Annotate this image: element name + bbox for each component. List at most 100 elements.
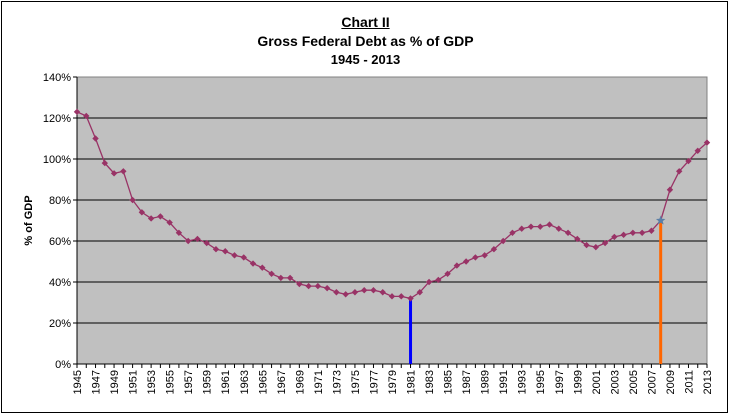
data-point-1946 (83, 112, 90, 120)
data-point-1956 (175, 229, 183, 236)
data-point-2001 (592, 243, 600, 251)
x-tick-label: 1949 (109, 370, 121, 394)
data-point-1995 (537, 223, 544, 230)
x-tick-label: 2011 (683, 370, 695, 394)
data-point-2002 (601, 239, 609, 247)
x-tick-label: 1981 (406, 370, 418, 394)
x-tick-label: 1977 (368, 370, 380, 394)
data-point-1955 (166, 219, 173, 226)
x-tick-label: 1975 (350, 370, 362, 394)
data-point-1959 (203, 239, 210, 247)
x-tick-label: 1957 (183, 370, 195, 394)
x-tick-label: 1989 (480, 370, 492, 394)
data-point-1984 (435, 276, 442, 284)
data-point-1983 (425, 278, 433, 286)
data-point-1951 (129, 196, 136, 204)
data-point-1996 (546, 221, 553, 228)
x-tick-label: 1951 (128, 370, 140, 394)
data-point-1961 (222, 248, 229, 255)
y-tick-label: 0% (55, 359, 71, 371)
x-tick-label: 1971 (313, 370, 325, 394)
x-tick-label: 1997 (554, 370, 566, 394)
data-point-1999 (574, 235, 581, 243)
data-point-1991 (499, 237, 507, 245)
data-point-1978 (379, 289, 386, 296)
x-tick-label: 1985 (443, 370, 455, 394)
x-tick-label: 1993 (517, 370, 529, 394)
data-point-1968 (286, 274, 294, 282)
data-point-1985 (444, 270, 451, 277)
y-tick-label: 20% (49, 318, 71, 330)
y-tick-label: 140% (43, 72, 71, 84)
data-point-1980 (398, 293, 405, 300)
data-point-1989 (481, 252, 488, 259)
x-tick-label: 1987 (461, 370, 473, 394)
data-point-1952 (138, 209, 146, 216)
data-point-2004 (620, 231, 627, 239)
data-point-1953 (147, 215, 155, 222)
x-tick-label: 1991 (498, 370, 510, 394)
data-point-1993 (518, 225, 525, 232)
x-tick-label: 1955 (165, 370, 177, 394)
data-point-1969 (296, 280, 303, 288)
y-tick-label: 100% (43, 154, 71, 166)
data-point-1972 (323, 284, 331, 292)
x-tick-label: 1983 (424, 370, 436, 394)
data-point-1997 (555, 225, 562, 232)
data-point-1957 (184, 237, 192, 245)
data-point-1990 (490, 246, 498, 253)
data-point-1962 (231, 252, 238, 259)
data-point-1963 (240, 254, 247, 261)
data-point-1967 (277, 274, 285, 282)
x-tick-label: 1969 (294, 370, 306, 394)
x-tick-label: 1945 (72, 370, 84, 394)
data-point-1979 (388, 293, 396, 300)
x-tick-label: 1995 (535, 370, 547, 394)
data-point-2009 (666, 186, 674, 193)
data-point-2008 (655, 215, 666, 225)
x-tick-label: 2001 (591, 370, 603, 394)
x-tick-label: 1961 (220, 370, 232, 394)
x-tick-label: 1947 (91, 370, 103, 394)
data-point-2006 (638, 229, 646, 236)
data-point-1964 (249, 260, 257, 267)
data-point-1986 (453, 262, 461, 269)
y-axis-label: % of GDP (23, 195, 35, 245)
data-point-1945 (73, 108, 81, 116)
data-point-1988 (472, 254, 479, 261)
data-point-2010 (676, 168, 683, 175)
data-point-1977 (370, 287, 377, 294)
x-tick-label: 2003 (609, 370, 621, 394)
data-point-1965 (259, 264, 266, 271)
data-point-1998 (564, 229, 572, 236)
x-tick-label: 1959 (202, 370, 214, 394)
data-point-1994 (527, 223, 535, 230)
x-tick-label: 1999 (572, 370, 584, 394)
chart-title: Chart II (341, 14, 390, 30)
x-tick-label: 1973 (331, 370, 343, 394)
data-point-1954 (157, 213, 164, 220)
data-point-2013 (703, 139, 711, 146)
x-tick-label: 2007 (646, 370, 658, 394)
x-tick-label: 2005 (628, 370, 640, 394)
data-point-2003 (611, 233, 618, 241)
y-tick-label: 120% (43, 113, 71, 125)
x-tick-label: 2013 (702, 370, 714, 394)
data-point-1987 (462, 258, 470, 265)
y-tick-label: 60% (49, 236, 71, 248)
data-point-1947 (92, 135, 99, 142)
data-point-1958 (194, 235, 201, 243)
x-tick-label: 1967 (276, 370, 288, 394)
data-point-1973 (333, 289, 340, 296)
x-tick-label: 1979 (387, 370, 399, 394)
chart-period: 1945 - 2013 (330, 52, 401, 67)
data-point-1992 (509, 229, 516, 236)
data-point-1981 (407, 295, 414, 302)
data-point-1970 (305, 282, 312, 290)
x-tick-label: 1965 (257, 370, 269, 394)
plot-area (76, 76, 708, 365)
data-point-1982 (416, 289, 423, 296)
data-point-1960 (212, 246, 220, 253)
y-tick-label: 40% (49, 277, 71, 289)
data-point-1966 (268, 270, 275, 277)
